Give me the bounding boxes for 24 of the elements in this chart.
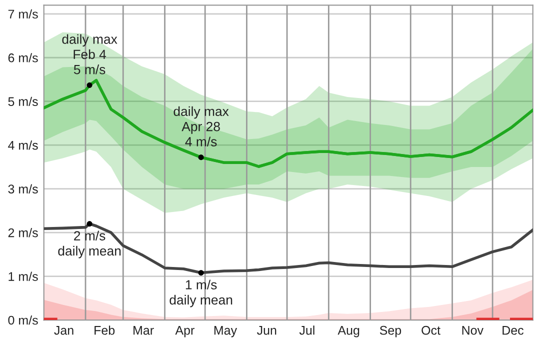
y-tick-label: 1 m/s — [8, 272, 38, 281]
y-tick-label: 4 m/s — [8, 140, 38, 150]
x-tick-label: Jan — [54, 326, 74, 335]
annotation: daily max Feb 4 5 m/s — [62, 34, 118, 74]
x-tick-label: Jun — [256, 326, 276, 335]
x-tick-label: Feb — [94, 326, 115, 335]
y-tick-label: 6 m/s — [8, 53, 38, 62]
annotation: daily max Apr 28 4 m/s — [174, 106, 229, 146]
x-tick-label: Dec — [502, 326, 524, 335]
x-tick-label: Jul — [299, 326, 314, 335]
x-tick-label: May — [214, 326, 238, 338]
y-tick-label: 5 m/s — [8, 96, 38, 106]
x-tick-label: Mar — [134, 326, 154, 335]
x-tick-label: Oct — [422, 326, 440, 335]
y-tick-label: 0 m/s — [8, 315, 38, 325]
annotation: 1 m/s daily mean — [170, 280, 232, 308]
x-tick-label: Sep — [380, 326, 402, 338]
y-tick-label: 7 m/s — [8, 9, 38, 19]
annotation: 2 m/s daily mean — [58, 230, 121, 258]
x-tick-label: Apr — [175, 326, 194, 338]
x-tick-label: Nov — [462, 326, 484, 335]
x-tick-label: Aug — [338, 326, 360, 338]
y-tick-label: 3 m/s — [8, 184, 38, 194]
y-tick-label: 2 m/s — [8, 228, 38, 238]
